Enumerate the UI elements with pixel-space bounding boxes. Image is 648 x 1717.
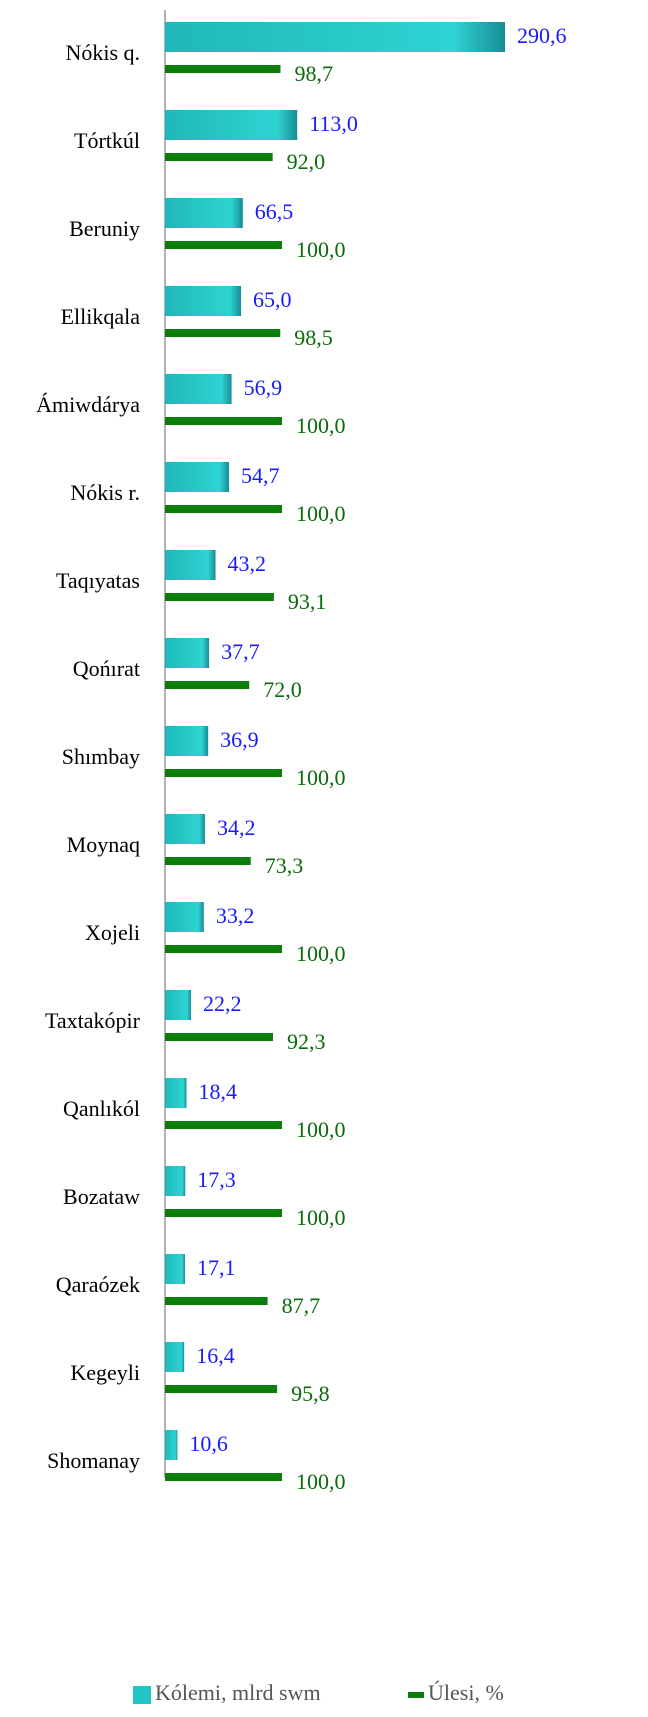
value-label: 17,3	[197, 1167, 236, 1192]
category-label: Shımbay	[62, 744, 140, 769]
value-label: 65,0	[253, 287, 291, 312]
category-label: Qanlıkól	[63, 1096, 140, 1121]
value-label: 87,7	[282, 1293, 321, 1318]
value-label: 16,4	[196, 1343, 235, 1368]
bar	[165, 1209, 282, 1217]
bar	[165, 462, 229, 492]
value-label: 56,9	[244, 375, 283, 400]
bar	[165, 1166, 186, 1196]
bar	[165, 198, 243, 228]
value-label: 66,5	[255, 199, 294, 224]
bar	[165, 110, 298, 140]
bar	[165, 1430, 178, 1460]
category-label: Ámiwdárya	[36, 392, 140, 417]
bar	[165, 945, 282, 953]
value-label: 100,0	[296, 765, 346, 790]
value-label: 290,6	[517, 23, 567, 48]
bar	[165, 1121, 282, 1129]
bar	[165, 990, 191, 1020]
value-label: 92,3	[287, 1029, 326, 1054]
bar	[165, 902, 204, 932]
bar	[165, 286, 242, 316]
value-label: 100,0	[296, 413, 346, 438]
bar	[165, 417, 282, 425]
category-label: Qaraózek	[56, 1272, 140, 1297]
value-label: 10,6	[189, 1431, 228, 1456]
bar	[165, 1033, 273, 1041]
value-label: 18,4	[199, 1079, 238, 1104]
value-label: 98,7	[294, 61, 333, 86]
value-label: 100,0	[296, 1117, 346, 1142]
category-label: Taqıyatas	[56, 568, 140, 593]
value-label: 34,2	[217, 815, 256, 840]
value-label: 100,0	[296, 1469, 346, 1494]
value-label: 43,2	[228, 551, 267, 576]
bar	[165, 1254, 186, 1284]
value-label: 73,3	[265, 853, 304, 878]
value-label: 93,1	[288, 589, 327, 614]
category-label: Xojeli	[85, 920, 140, 945]
category-label: Qońırat	[73, 656, 140, 681]
value-label: 36,9	[220, 727, 259, 752]
bar	[165, 1297, 268, 1305]
category-label: Taxtakópir	[45, 1008, 141, 1033]
category-label: Kegeyli	[70, 1360, 140, 1385]
legend-swatch	[408, 1692, 424, 1698]
bar	[165, 505, 282, 513]
value-label: 100,0	[296, 1205, 346, 1230]
category-label: Ellikqala	[61, 304, 141, 329]
bar	[165, 550, 216, 580]
value-label: 72,0	[263, 677, 302, 702]
bar	[165, 153, 273, 161]
bar	[165, 1342, 185, 1372]
legend-swatch	[133, 1686, 151, 1704]
bar	[165, 329, 281, 337]
value-label: 100,0	[296, 501, 346, 526]
category-label: Nókis q.	[65, 40, 140, 65]
bar	[165, 814, 206, 844]
bar	[165, 1473, 282, 1481]
category-label: Tórtkúl	[74, 128, 140, 153]
value-label: 92,0	[287, 149, 326, 174]
value-label: 37,7	[221, 639, 260, 664]
value-label: 100,0	[296, 941, 346, 966]
category-label: Bozataw	[63, 1184, 140, 1209]
bar	[165, 857, 251, 865]
category-label: Shomanay	[47, 1448, 140, 1473]
legend-label: Úlesi, %	[428, 1680, 504, 1705]
value-label: 98,5	[294, 325, 333, 350]
bar	[165, 374, 232, 404]
bar	[165, 638, 210, 668]
bar	[165, 22, 506, 52]
bar	[165, 241, 282, 249]
value-label: 17,1	[197, 1255, 236, 1280]
bar	[165, 726, 209, 756]
bar	[165, 681, 250, 689]
category-label: Moynaq	[67, 832, 140, 857]
bar	[165, 593, 274, 601]
category-label: Beruniy	[69, 216, 140, 241]
bar	[165, 769, 282, 777]
legend-label: Kólemi, mlrd swm	[155, 1680, 321, 1705]
value-label: 54,7	[241, 463, 280, 488]
value-label: 22,2	[203, 991, 242, 1016]
value-label: 113,0	[309, 111, 358, 136]
bar	[165, 1078, 187, 1108]
value-label: 33,2	[216, 903, 255, 928]
bar	[165, 1385, 278, 1393]
category-label: Nókis r.	[70, 480, 140, 505]
value-label: 100,0	[296, 237, 346, 262]
value-label: 95,8	[291, 1381, 330, 1406]
bar	[165, 65, 281, 73]
